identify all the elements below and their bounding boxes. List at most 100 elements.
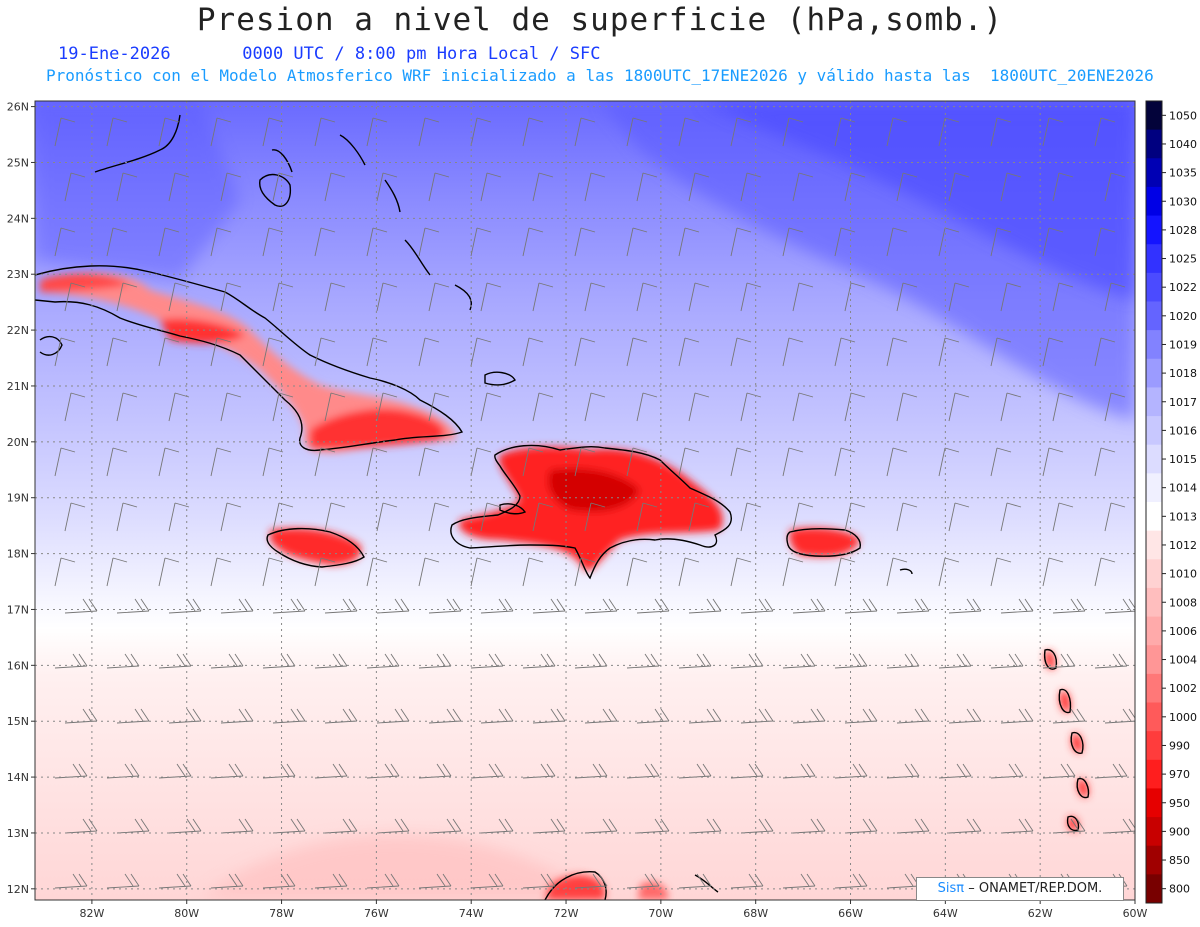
wind-barb bbox=[262, 117, 284, 147]
wind-barb bbox=[376, 392, 398, 422]
wind-barb bbox=[584, 392, 606, 422]
wind-barb bbox=[1052, 392, 1074, 422]
wind-barb bbox=[366, 557, 388, 587]
wind-barb bbox=[54, 227, 76, 257]
wind-barb bbox=[948, 282, 970, 312]
colorbar-swatch bbox=[1146, 559, 1162, 589]
wind-barb bbox=[730, 557, 752, 587]
wind-barb bbox=[418, 763, 452, 779]
wind-barb bbox=[324, 392, 346, 422]
wind-barb bbox=[584, 502, 606, 532]
wind-barb bbox=[584, 598, 618, 614]
wind-barb bbox=[938, 447, 960, 477]
colorbar-label: 900 bbox=[1169, 825, 1190, 838]
colorbar-label: 950 bbox=[1169, 797, 1190, 810]
wind-barb bbox=[1104, 708, 1135, 724]
colorbar-swatch bbox=[1146, 444, 1162, 474]
wind-barb bbox=[158, 447, 180, 477]
wind-barb bbox=[376, 708, 410, 724]
wind-barb bbox=[740, 818, 774, 834]
colorbar-swatch bbox=[1146, 759, 1162, 789]
wind-barb bbox=[220, 818, 254, 834]
bahamas-3 bbox=[384, 179, 401, 213]
wind-barb bbox=[366, 873, 400, 889]
wind-barb bbox=[990, 557, 1012, 587]
wind-barb bbox=[792, 172, 814, 202]
x-tick-label: 72W bbox=[554, 907, 579, 920]
wind-barb bbox=[886, 653, 920, 669]
colorbar-swatch bbox=[1146, 502, 1162, 532]
wind-barb bbox=[1094, 117, 1116, 147]
x-tick-label: 82W bbox=[79, 907, 104, 920]
colorbar-label: 1008 bbox=[1169, 596, 1197, 609]
colorbar-label: 1022 bbox=[1169, 281, 1197, 294]
wind-barb bbox=[584, 282, 606, 312]
x-tick-label: 68W bbox=[743, 907, 768, 920]
wind-barb bbox=[480, 282, 502, 312]
wind-barb bbox=[532, 392, 554, 422]
wind-barb bbox=[636, 172, 658, 202]
wind-barb bbox=[1052, 282, 1074, 312]
x-tick-label: 64W bbox=[933, 907, 958, 920]
colorbar-label: 1018 bbox=[1169, 367, 1197, 380]
wind-barb bbox=[782, 447, 804, 477]
wind-barb bbox=[54, 447, 76, 477]
wind-barb bbox=[1104, 282, 1126, 312]
wind-barb bbox=[106, 227, 128, 257]
wind-barb bbox=[428, 818, 462, 834]
wind-barb bbox=[938, 653, 972, 669]
wind-barb bbox=[990, 117, 1012, 147]
wind-barb bbox=[106, 447, 128, 477]
wind-barb bbox=[262, 763, 296, 779]
wind-barb bbox=[64, 282, 86, 312]
colorbar-label: 1006 bbox=[1169, 625, 1197, 638]
wind-barb bbox=[1000, 502, 1022, 532]
colorbar-label: 990 bbox=[1169, 739, 1190, 752]
wind-barb bbox=[158, 117, 180, 147]
wind-barb bbox=[376, 282, 398, 312]
wind-barb bbox=[314, 447, 336, 477]
wind-barb bbox=[834, 117, 856, 147]
wind-barb bbox=[896, 282, 918, 312]
wind-barb bbox=[574, 763, 608, 779]
wind-barb bbox=[678, 117, 700, 147]
wind-barb bbox=[574, 873, 608, 889]
cuba-coast bbox=[35, 265, 464, 452]
wind-barb bbox=[1000, 708, 1034, 724]
wind-barb bbox=[740, 598, 774, 614]
bahamas-1 bbox=[271, 149, 293, 173]
wind-barb bbox=[106, 653, 140, 669]
wind-barb bbox=[480, 172, 502, 202]
colorbar-swatch bbox=[1146, 272, 1162, 302]
wind-barb bbox=[730, 653, 764, 669]
colorbar-label: 800 bbox=[1169, 883, 1190, 896]
credit-brand: Sisπ bbox=[937, 881, 965, 896]
wind-barb bbox=[116, 502, 138, 532]
map-frame bbox=[34, 100, 1136, 901]
wind-barb bbox=[366, 117, 388, 147]
wind-barb bbox=[584, 172, 606, 202]
wind-barb bbox=[418, 337, 440, 367]
wind-barb bbox=[1042, 763, 1076, 779]
colorbar-swatch bbox=[1146, 845, 1162, 875]
wind-barb bbox=[220, 282, 242, 312]
wind-barb bbox=[210, 557, 232, 587]
wind-barb bbox=[626, 227, 648, 257]
wind-barb bbox=[314, 337, 336, 367]
wind-barb bbox=[366, 447, 388, 477]
colorbar-swatch bbox=[1146, 673, 1162, 703]
colorbar-label: 1025 bbox=[1169, 253, 1197, 266]
wind-barb bbox=[168, 502, 190, 532]
x-tick-label: 74W bbox=[459, 907, 484, 920]
wind-barb bbox=[782, 873, 816, 889]
forecast-date: 19-Ene-2026 bbox=[58, 44, 171, 64]
wind-barb bbox=[844, 392, 866, 422]
wind-barb bbox=[678, 557, 700, 587]
wind-barb bbox=[990, 337, 1012, 367]
wind-barb bbox=[376, 818, 410, 834]
x-tick-label: 80W bbox=[174, 907, 199, 920]
bahamas-5 bbox=[454, 284, 472, 311]
wind-barb bbox=[636, 708, 670, 724]
wind-barb bbox=[636, 502, 658, 532]
